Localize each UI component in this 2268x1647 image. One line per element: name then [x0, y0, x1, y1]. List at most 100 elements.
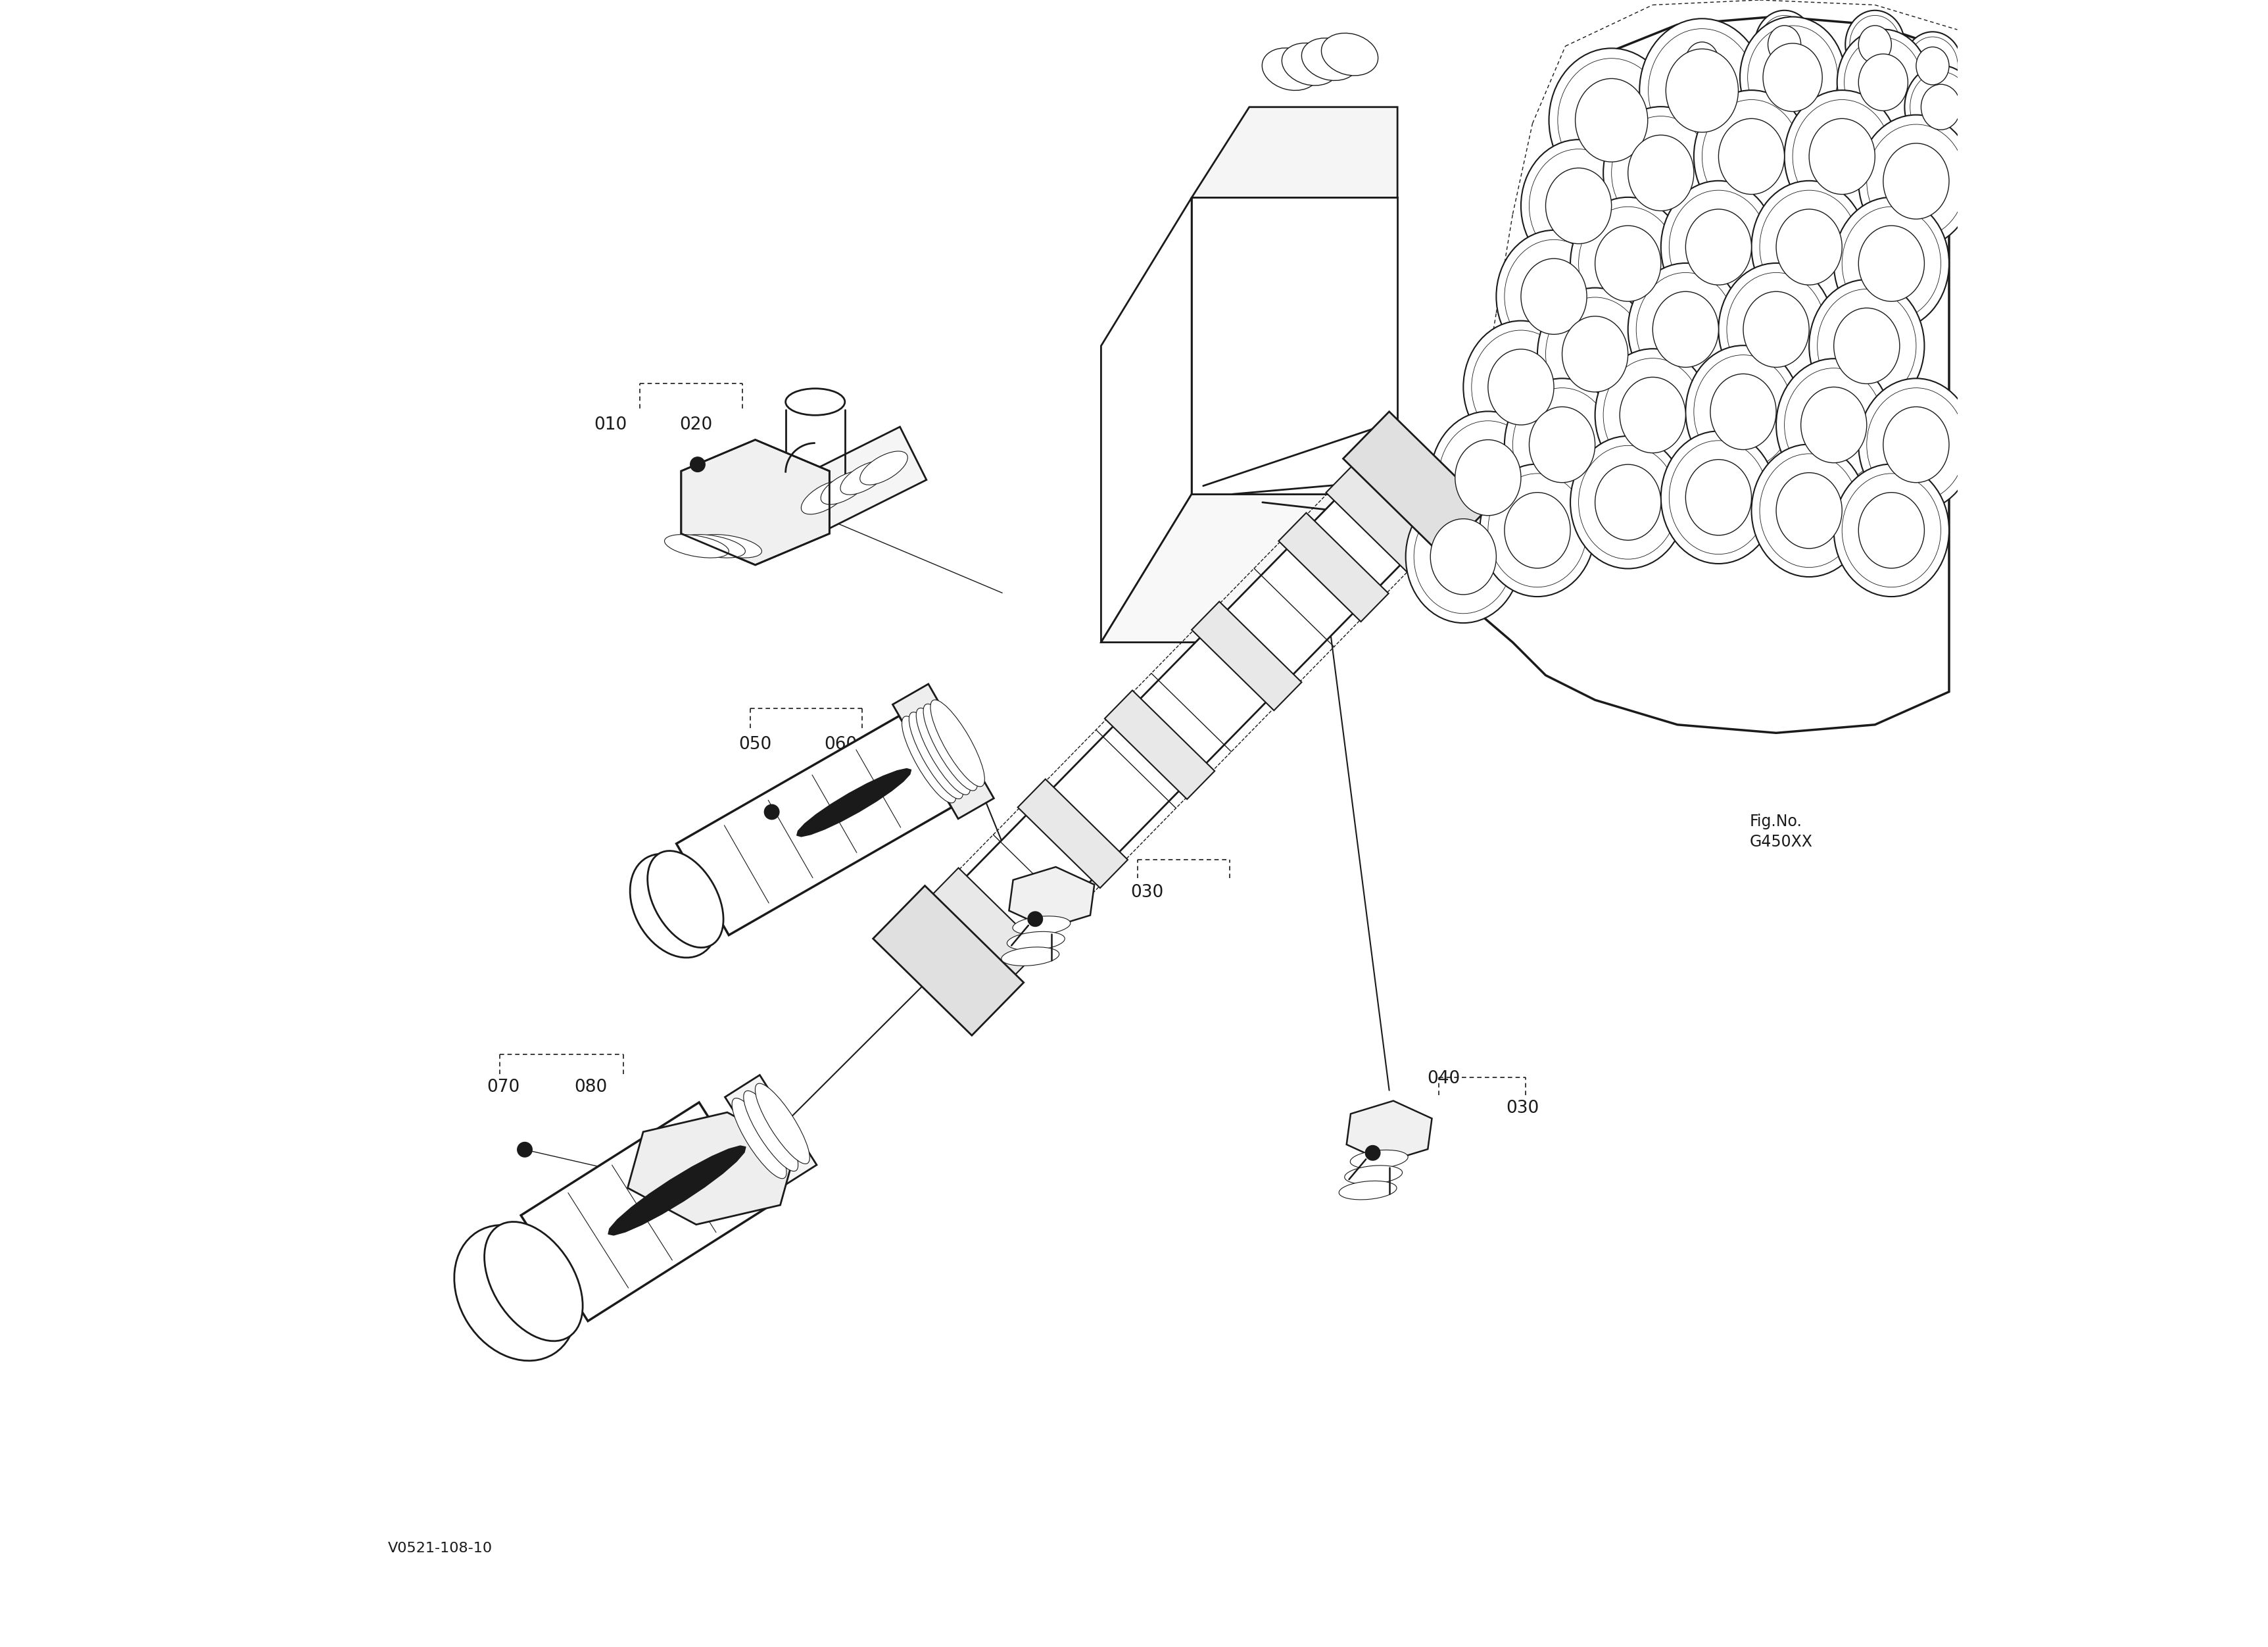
Ellipse shape: [1792, 100, 1892, 214]
Ellipse shape: [1760, 191, 1857, 303]
Ellipse shape: [1628, 135, 1694, 211]
Ellipse shape: [1653, 292, 1719, 367]
Ellipse shape: [1916, 77, 1966, 137]
Ellipse shape: [1857, 379, 1973, 511]
Ellipse shape: [1844, 38, 1923, 127]
Ellipse shape: [1522, 259, 1588, 334]
Ellipse shape: [1322, 33, 1379, 76]
Ellipse shape: [1792, 377, 1876, 473]
Ellipse shape: [1002, 947, 1059, 965]
Circle shape: [764, 804, 780, 820]
Ellipse shape: [1594, 226, 1660, 301]
Ellipse shape: [1613, 117, 1710, 231]
Ellipse shape: [1776, 359, 1892, 491]
Ellipse shape: [1694, 356, 1792, 468]
Ellipse shape: [916, 708, 971, 796]
Text: 030: 030: [1506, 1100, 1540, 1117]
Ellipse shape: [1672, 26, 1733, 96]
Ellipse shape: [665, 535, 728, 558]
Ellipse shape: [1678, 450, 1760, 545]
Ellipse shape: [1012, 916, 1070, 935]
Ellipse shape: [733, 1099, 787, 1179]
Ellipse shape: [1916, 48, 1948, 86]
Polygon shape: [1327, 464, 1436, 573]
Ellipse shape: [1685, 346, 1801, 478]
Ellipse shape: [1644, 282, 1726, 377]
Ellipse shape: [1876, 133, 1957, 229]
Ellipse shape: [1851, 15, 1901, 74]
Ellipse shape: [1497, 231, 1613, 362]
Text: 080: 080: [574, 1079, 608, 1095]
Text: 040: 040: [1427, 1071, 1461, 1087]
Polygon shape: [680, 440, 830, 565]
Ellipse shape: [1912, 41, 1953, 91]
Polygon shape: [953, 486, 1413, 955]
Ellipse shape: [1855, 20, 1896, 69]
Ellipse shape: [1801, 109, 1882, 204]
Polygon shape: [796, 769, 912, 837]
Ellipse shape: [1676, 31, 1728, 91]
Ellipse shape: [1769, 26, 1801, 64]
Ellipse shape: [1835, 464, 1948, 596]
Ellipse shape: [1903, 31, 1962, 100]
Ellipse shape: [1667, 49, 1737, 132]
Ellipse shape: [1007, 932, 1064, 950]
Ellipse shape: [1538, 158, 1619, 254]
Ellipse shape: [1857, 492, 1923, 568]
Ellipse shape: [1549, 48, 1674, 193]
Polygon shape: [1191, 107, 1397, 198]
Ellipse shape: [1817, 290, 1916, 402]
Ellipse shape: [1776, 473, 1842, 548]
Ellipse shape: [1907, 36, 1957, 96]
Ellipse shape: [1640, 18, 1765, 163]
Text: 040: 040: [1052, 855, 1084, 871]
Ellipse shape: [631, 853, 719, 957]
Ellipse shape: [1588, 216, 1669, 311]
Ellipse shape: [1749, 26, 1837, 128]
Ellipse shape: [1529, 150, 1628, 262]
Ellipse shape: [1910, 72, 1971, 142]
Ellipse shape: [1447, 430, 1529, 525]
Ellipse shape: [1760, 455, 1857, 568]
Ellipse shape: [1302, 38, 1359, 81]
Text: Fig.No.
G450XX: Fig.No. G450XX: [1751, 814, 1812, 850]
Polygon shape: [676, 716, 953, 935]
Ellipse shape: [1751, 445, 1867, 576]
Ellipse shape: [1603, 107, 1719, 239]
Ellipse shape: [1701, 364, 1785, 460]
Polygon shape: [1100, 198, 1191, 642]
Text: 010: 010: [594, 417, 626, 433]
Polygon shape: [726, 1075, 816, 1187]
Polygon shape: [930, 868, 1041, 977]
Circle shape: [689, 458, 705, 473]
Polygon shape: [1018, 779, 1127, 888]
Ellipse shape: [1504, 379, 1619, 511]
Ellipse shape: [1463, 321, 1579, 453]
Ellipse shape: [1513, 249, 1594, 344]
Ellipse shape: [1594, 349, 1710, 481]
Ellipse shape: [1785, 91, 1901, 222]
Ellipse shape: [930, 700, 984, 787]
Ellipse shape: [1504, 492, 1569, 568]
Text: 070: 070: [488, 1079, 519, 1095]
Polygon shape: [522, 1102, 767, 1321]
Ellipse shape: [1837, 30, 1930, 135]
Ellipse shape: [1810, 119, 1876, 194]
Ellipse shape: [1867, 389, 1966, 502]
Ellipse shape: [1538, 288, 1653, 420]
Ellipse shape: [1547, 168, 1613, 244]
Ellipse shape: [1762, 43, 1821, 112]
Ellipse shape: [1619, 125, 1701, 221]
Polygon shape: [1347, 1100, 1431, 1163]
Text: 050: 050: [739, 736, 771, 753]
Ellipse shape: [1431, 412, 1547, 544]
Ellipse shape: [1681, 36, 1724, 86]
Ellipse shape: [785, 389, 846, 415]
Ellipse shape: [860, 451, 907, 484]
Ellipse shape: [485, 1222, 583, 1341]
Ellipse shape: [1338, 1181, 1397, 1199]
Ellipse shape: [1735, 282, 1817, 377]
Ellipse shape: [1769, 463, 1851, 558]
Ellipse shape: [1563, 316, 1628, 392]
Ellipse shape: [1579, 446, 1678, 560]
